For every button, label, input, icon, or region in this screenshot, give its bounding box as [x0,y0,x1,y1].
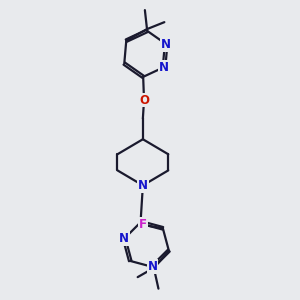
Text: O: O [139,94,149,106]
Text: N: N [119,232,129,245]
Text: N: N [161,38,171,51]
Text: N: N [148,260,158,273]
Text: N: N [138,179,148,192]
Text: F: F [139,218,147,231]
Text: N: N [159,61,169,74]
